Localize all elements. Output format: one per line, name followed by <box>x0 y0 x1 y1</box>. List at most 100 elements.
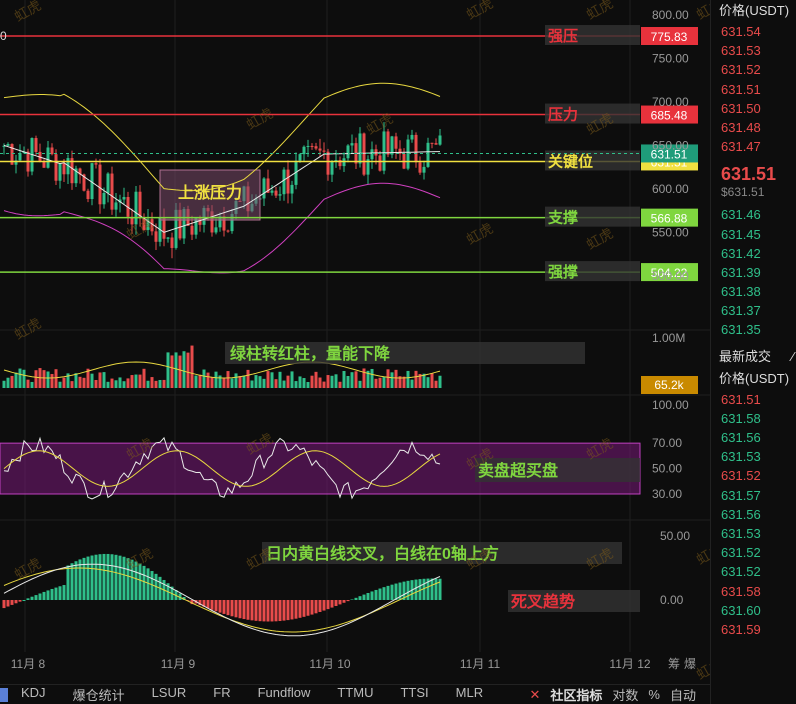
bid-price-row[interactable]: 631.42 <box>721 245 761 261</box>
volume-bar <box>254 375 258 388</box>
indicator-tab[interactable]: 爆仓统计 <box>72 688 125 703</box>
resistance-box-label: 上涨压力 <box>178 183 242 202</box>
volume-bar <box>242 375 246 388</box>
price-tick-label: 600.00 <box>652 182 689 196</box>
candle-body <box>18 153 22 161</box>
macd-histogram-bar <box>2 600 6 609</box>
macd-histogram-bar <box>426 578 430 600</box>
close-icon[interactable]: ✕ <box>529 686 541 702</box>
volume-bar <box>426 377 430 388</box>
volume-bar <box>94 379 98 388</box>
ask-list: 631.54 631.53 631.52 631.51 631.50 631.48 631.… <box>711 22 796 156</box>
volume-bar <box>46 371 50 388</box>
volume-bar <box>358 380 362 388</box>
volume-bar <box>258 376 262 388</box>
indicator-tab[interactable]: FR <box>213 685 231 700</box>
candle-body <box>370 149 374 160</box>
community-indicator-button[interactable]: 社区指标 <box>550 688 603 703</box>
bid-price-row[interactable]: 631.39 <box>721 264 761 280</box>
macd-annotation-bottom: 死叉趋势 <box>511 592 575 611</box>
indicator-tab[interactable]: Fundflow <box>257 685 311 700</box>
candle-body <box>162 217 166 239</box>
volume-bar <box>62 377 66 388</box>
volume-bar <box>54 369 58 388</box>
bid-price-row[interactable]: 631.46 <box>721 207 761 223</box>
macd-histogram-bar <box>126 558 130 600</box>
scroll-handle[interactable] <box>0 687 8 702</box>
candle-body <box>358 133 362 164</box>
candle-body <box>338 160 342 167</box>
indicator-tab[interactable]: MLR <box>455 685 484 700</box>
candle-body <box>350 143 354 146</box>
volume-bar <box>2 380 6 388</box>
bid-price-row[interactable]: 631.37 <box>721 303 761 319</box>
time-tick-label: 11月 12 <box>609 657 650 671</box>
macd-histogram-bar <box>34 595 38 600</box>
indicator-tab[interactable]: TTMU <box>337 685 374 700</box>
volume-bar <box>230 378 234 388</box>
candlestick-chart[interactable]: 强压 775.83 压力 685.48 关键位 631.51 支撑 566.88 强撑 504.2… <box>0 0 710 684</box>
current-price-usd: $631.51 <box>721 185 765 200</box>
macd-histogram-bar <box>146 568 150 600</box>
candle-body <box>210 211 214 233</box>
macd-annotation-top: 日内黄白线交叉，白线在0轴上方 <box>266 544 499 563</box>
trades-header[interactable]: 最新成交 <box>719 348 772 364</box>
ask-price-row[interactable]: 631.47 <box>721 139 761 155</box>
candle-body <box>434 143 438 145</box>
ask-price-row[interactable]: 631.52 <box>721 62 761 78</box>
bid-price-row[interactable]: 631.38 <box>721 284 761 300</box>
indicator-tab-bar: KDJ 爆仓统计 LSUR FR Fundflow TTMU TTSI MLR ✕ 社区指标 … <box>0 684 710 704</box>
level-label: 压力 <box>548 106 578 124</box>
level-price-tag <box>641 208 698 227</box>
indicator-tab[interactable]: TTSI <box>400 685 429 700</box>
macd-histogram-bar <box>18 600 22 602</box>
candle-body <box>70 158 74 184</box>
level-price-text: 566.88 <box>651 212 688 226</box>
watermark: 虹虎 <box>12 555 44 583</box>
volume-bar <box>322 381 326 388</box>
watermark: 虹虎 <box>12 0 44 25</box>
macd-histogram-bar <box>94 554 98 600</box>
price-tick-label: 500.00 <box>652 269 689 283</box>
ask-price-row[interactable]: 631.50 <box>721 100 761 116</box>
ask-price-row[interactable]: 631.53 <box>721 43 761 59</box>
auto-toggle[interactable]: 自动 <box>669 688 696 703</box>
time-tick-label: 11月 10 <box>309 657 350 671</box>
volume-bar <box>310 375 314 388</box>
macd-histogram-bar <box>206 600 210 609</box>
bid-price-row[interactable]: 631.35 <box>721 322 761 338</box>
volume-bar <box>146 380 150 388</box>
macd-histogram-bar <box>42 591 46 600</box>
candle-body <box>74 168 78 184</box>
volume-bar <box>410 379 414 388</box>
indicator-tab[interactable]: KDJ <box>21 685 46 700</box>
macd-histogram-bar <box>218 600 222 613</box>
ask-price-row[interactable]: 631.54 <box>721 24 761 39</box>
resistance-box <box>159 169 261 221</box>
volume-bar <box>114 380 118 388</box>
volume-bar <box>202 369 206 388</box>
volume-bar <box>418 373 422 388</box>
trade-price-row: 631.52 <box>721 564 761 580</box>
level-label-bg <box>545 261 640 282</box>
percent-toggle[interactable]: % <box>648 687 660 702</box>
watermark: 虹虎 <box>12 315 44 343</box>
level-price-text: 504.22 <box>651 266 688 280</box>
macd-histogram-bar <box>62 585 66 600</box>
macd-histogram-bar <box>398 582 402 600</box>
trades-more-icon[interactable]: ∕ <box>791 348 794 364</box>
trade-price-row: 631.52 <box>721 545 761 561</box>
log-toggle[interactable]: 对数 <box>612 688 639 703</box>
price-tick-label: 750.00 <box>652 51 689 65</box>
ask-price-row[interactable]: 631.51 <box>721 81 761 97</box>
indicator-tab[interactable]: LSUR <box>151 685 187 700</box>
ask-price-row[interactable]: 631.48 <box>721 119 761 135</box>
candle-body <box>38 151 42 161</box>
candle-body <box>66 158 70 175</box>
price-tick-label: 650.00 <box>652 138 689 152</box>
trade-price-row: 631.51 <box>721 391 761 407</box>
bid-price-row[interactable]: 631.45 <box>721 226 761 242</box>
boom-label: 爆 <box>684 657 696 671</box>
macd-histogram-bar <box>434 578 438 600</box>
volume-bar <box>330 375 334 388</box>
